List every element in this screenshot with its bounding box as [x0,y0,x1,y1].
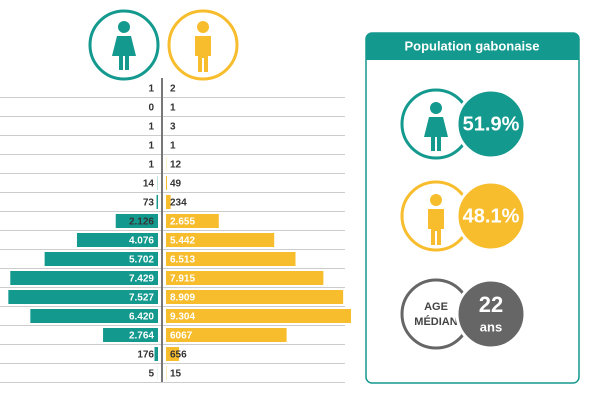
value-label: 5 [148,369,154,380]
value-label: 73 [143,198,155,209]
value-label: 1 [148,160,154,171]
value-label: 7.527 [129,293,154,304]
panel-title: Population gabonaise [404,38,539,53]
value-label: 6067 [170,331,193,342]
value-label: 0 [148,103,154,114]
value-label: 14 [143,179,155,190]
summary-panel: Population gabonaise 51.9% 48.1% AGE MÉD… [366,33,579,383]
value-label: 176 [137,350,154,361]
value-label: 234 [170,198,187,209]
value-label: 656 [170,350,187,361]
value-label: 4.076 [129,236,154,247]
value-label: 49 [170,179,182,190]
male-share: 48.1% [463,205,520,227]
value-label: 1 [148,141,154,152]
median-unit: ans [480,319,502,334]
value-label: 6.513 [170,255,195,266]
value-label: 3 [170,122,176,133]
value-label: 1 [148,122,154,133]
bar [155,347,158,361]
value-label: 6.420 [129,312,154,323]
median-label: MÉDIAN [414,315,457,328]
male-icon [169,11,237,79]
value-label: 1 [148,84,154,95]
value-label: 5.442 [170,236,195,247]
value-label: 9.304 [170,312,195,323]
value-label: 12 [170,160,182,171]
value-label: 7.915 [170,274,195,285]
median-age: 22 [479,292,503,317]
value-label: 7.429 [129,274,154,285]
female-icon [90,11,158,79]
value-label: 2.655 [170,217,195,228]
value-label: 2.764 [129,331,154,342]
value-label: 2 [170,84,176,95]
female-share: 51.9% [463,113,520,135]
bar [166,176,167,190]
bar [157,195,158,209]
value-label: 15 [170,369,182,380]
median-label: AGE [424,301,448,313]
value-label: 5.702 [129,255,154,266]
value-label: 8.909 [170,293,195,304]
value-label: 1 [170,141,176,152]
value-label: 2.126 [129,217,154,228]
value-label: 1 [170,103,176,114]
